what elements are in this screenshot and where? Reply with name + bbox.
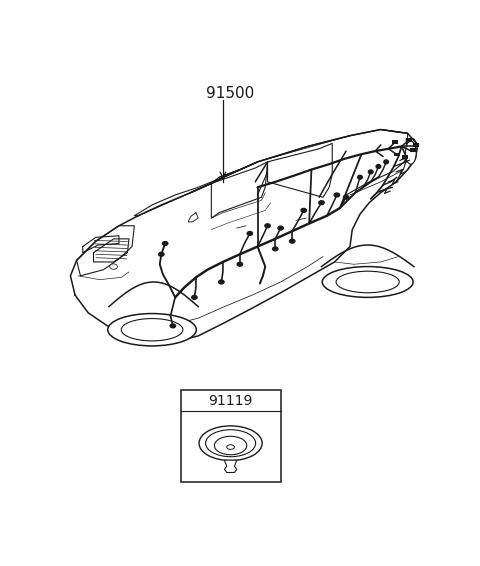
Ellipse shape xyxy=(265,224,270,228)
Ellipse shape xyxy=(247,231,252,235)
Ellipse shape xyxy=(121,319,183,341)
Ellipse shape xyxy=(219,280,224,284)
Ellipse shape xyxy=(343,195,349,199)
Ellipse shape xyxy=(273,247,278,251)
Ellipse shape xyxy=(278,226,283,230)
Bar xyxy=(394,153,400,156)
Ellipse shape xyxy=(170,324,176,328)
Text: 91119: 91119 xyxy=(208,393,253,408)
Ellipse shape xyxy=(237,263,242,266)
Ellipse shape xyxy=(158,252,164,256)
Bar xyxy=(402,155,408,159)
Text: 91500: 91500 xyxy=(206,86,254,101)
Ellipse shape xyxy=(110,264,118,269)
Ellipse shape xyxy=(358,175,362,179)
Bar xyxy=(180,390,281,482)
Ellipse shape xyxy=(369,170,373,174)
Ellipse shape xyxy=(192,295,197,299)
Ellipse shape xyxy=(301,208,306,212)
Ellipse shape xyxy=(376,165,381,169)
Bar xyxy=(406,138,412,142)
Ellipse shape xyxy=(108,314,196,346)
Ellipse shape xyxy=(215,436,247,454)
Ellipse shape xyxy=(322,267,413,297)
Ellipse shape xyxy=(227,445,234,449)
Bar xyxy=(413,143,419,147)
Bar xyxy=(392,140,398,144)
Ellipse shape xyxy=(162,242,168,246)
Ellipse shape xyxy=(406,141,416,164)
Ellipse shape xyxy=(199,426,262,461)
Ellipse shape xyxy=(205,430,256,457)
Bar xyxy=(410,148,416,152)
Ellipse shape xyxy=(289,239,295,243)
Polygon shape xyxy=(225,460,237,473)
Ellipse shape xyxy=(319,201,324,204)
Ellipse shape xyxy=(336,271,399,293)
Ellipse shape xyxy=(334,193,339,197)
Ellipse shape xyxy=(384,160,388,164)
